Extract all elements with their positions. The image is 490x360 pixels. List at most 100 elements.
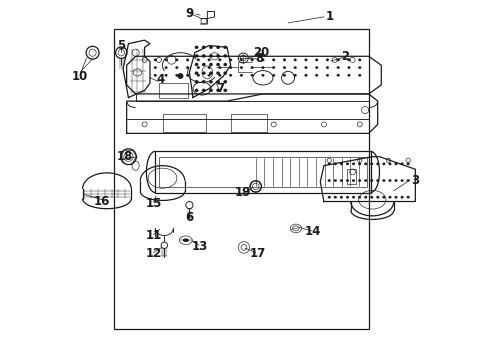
Ellipse shape bbox=[262, 59, 265, 61]
Ellipse shape bbox=[337, 74, 340, 77]
Ellipse shape bbox=[262, 74, 265, 77]
Ellipse shape bbox=[202, 63, 205, 66]
Ellipse shape bbox=[175, 59, 178, 61]
Ellipse shape bbox=[165, 66, 168, 69]
Text: 4: 4 bbox=[157, 73, 165, 86]
Ellipse shape bbox=[223, 80, 227, 84]
Ellipse shape bbox=[340, 179, 343, 182]
Ellipse shape bbox=[216, 80, 220, 84]
Ellipse shape bbox=[186, 74, 189, 77]
Ellipse shape bbox=[337, 66, 340, 69]
Text: 1: 1 bbox=[325, 10, 333, 23]
Ellipse shape bbox=[197, 74, 200, 77]
Ellipse shape bbox=[328, 163, 331, 165]
Ellipse shape bbox=[154, 66, 157, 69]
Text: 17: 17 bbox=[249, 247, 266, 260]
Ellipse shape bbox=[358, 66, 361, 69]
Ellipse shape bbox=[272, 66, 275, 69]
Text: 8: 8 bbox=[255, 51, 264, 64]
Ellipse shape bbox=[364, 196, 367, 198]
Ellipse shape bbox=[216, 72, 220, 75]
Ellipse shape bbox=[364, 179, 367, 182]
Ellipse shape bbox=[328, 196, 331, 198]
Ellipse shape bbox=[272, 59, 275, 61]
Ellipse shape bbox=[347, 74, 350, 77]
Bar bbox=[155, 151, 370, 193]
Ellipse shape bbox=[358, 163, 361, 165]
Ellipse shape bbox=[186, 59, 189, 61]
Ellipse shape bbox=[219, 74, 221, 77]
Ellipse shape bbox=[346, 196, 349, 198]
Ellipse shape bbox=[358, 59, 361, 61]
Ellipse shape bbox=[208, 66, 211, 69]
Ellipse shape bbox=[383, 179, 385, 182]
Ellipse shape bbox=[272, 74, 275, 77]
Ellipse shape bbox=[394, 196, 397, 198]
Ellipse shape bbox=[352, 196, 355, 198]
Ellipse shape bbox=[389, 196, 392, 198]
Ellipse shape bbox=[209, 63, 213, 66]
Ellipse shape bbox=[197, 66, 200, 69]
Ellipse shape bbox=[337, 59, 340, 61]
Ellipse shape bbox=[223, 54, 227, 58]
Ellipse shape bbox=[229, 59, 232, 61]
Ellipse shape bbox=[216, 46, 220, 49]
Ellipse shape bbox=[283, 59, 286, 61]
Bar bbox=[163, 114, 205, 132]
Ellipse shape bbox=[346, 179, 349, 182]
Text: 10: 10 bbox=[72, 69, 88, 82]
Ellipse shape bbox=[223, 89, 227, 92]
Bar bbox=[114, 30, 368, 329]
Text: 9: 9 bbox=[185, 7, 194, 20]
Ellipse shape bbox=[165, 59, 168, 61]
Bar bbox=[347, 169, 356, 184]
Ellipse shape bbox=[304, 59, 307, 61]
Text: 18: 18 bbox=[117, 150, 133, 163]
Ellipse shape bbox=[315, 59, 318, 61]
Ellipse shape bbox=[315, 74, 318, 77]
Ellipse shape bbox=[202, 46, 205, 49]
Ellipse shape bbox=[352, 179, 355, 182]
Ellipse shape bbox=[326, 66, 329, 69]
Ellipse shape bbox=[219, 66, 221, 69]
Ellipse shape bbox=[223, 63, 227, 66]
Ellipse shape bbox=[370, 179, 373, 182]
Text: 20: 20 bbox=[253, 46, 270, 59]
Ellipse shape bbox=[304, 66, 307, 69]
Ellipse shape bbox=[358, 179, 361, 182]
Ellipse shape bbox=[195, 63, 198, 66]
Ellipse shape bbox=[294, 74, 296, 77]
Ellipse shape bbox=[202, 72, 205, 75]
Ellipse shape bbox=[389, 163, 392, 165]
Ellipse shape bbox=[326, 59, 329, 61]
Ellipse shape bbox=[376, 179, 379, 182]
Ellipse shape bbox=[394, 163, 397, 165]
Ellipse shape bbox=[195, 54, 198, 58]
Ellipse shape bbox=[175, 66, 178, 69]
Ellipse shape bbox=[154, 59, 157, 61]
Ellipse shape bbox=[195, 72, 198, 75]
Ellipse shape bbox=[383, 163, 385, 165]
Ellipse shape bbox=[347, 66, 350, 69]
Ellipse shape bbox=[370, 163, 373, 165]
Ellipse shape bbox=[195, 80, 198, 84]
Text: 5: 5 bbox=[117, 39, 125, 52]
Text: 11: 11 bbox=[146, 229, 162, 242]
Ellipse shape bbox=[283, 66, 286, 69]
Ellipse shape bbox=[340, 163, 343, 165]
Ellipse shape bbox=[165, 74, 168, 77]
Ellipse shape bbox=[251, 74, 254, 77]
Ellipse shape bbox=[407, 179, 410, 182]
Text: 6: 6 bbox=[185, 211, 194, 224]
Ellipse shape bbox=[352, 163, 355, 165]
Ellipse shape bbox=[209, 72, 213, 75]
Ellipse shape bbox=[223, 46, 227, 49]
Ellipse shape bbox=[240, 66, 243, 69]
Ellipse shape bbox=[251, 59, 254, 61]
Ellipse shape bbox=[334, 196, 337, 198]
Ellipse shape bbox=[240, 59, 243, 61]
Ellipse shape bbox=[407, 196, 410, 198]
Ellipse shape bbox=[370, 196, 373, 198]
Ellipse shape bbox=[376, 163, 379, 165]
Ellipse shape bbox=[364, 163, 367, 165]
